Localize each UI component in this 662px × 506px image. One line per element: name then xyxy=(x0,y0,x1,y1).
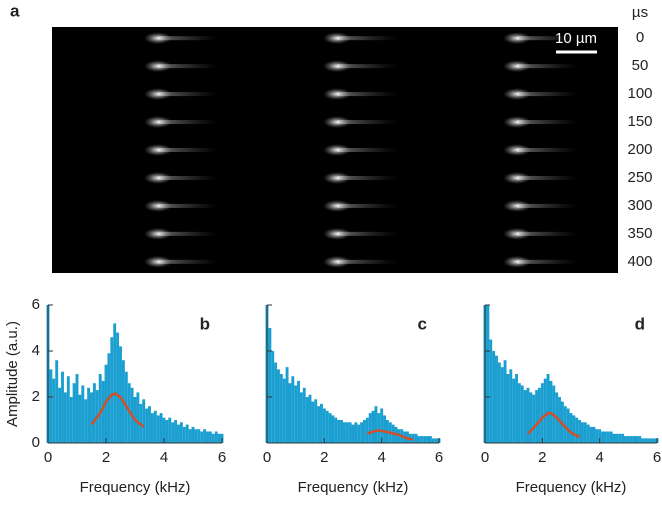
bright-spot xyxy=(503,171,531,184)
time-label: 250 xyxy=(627,169,652,186)
streak xyxy=(158,92,218,97)
bright-spot xyxy=(144,60,172,73)
bright-spot xyxy=(503,60,531,73)
streak xyxy=(337,120,397,125)
streak xyxy=(158,175,218,180)
x-tick-label: 4 xyxy=(160,449,168,466)
streak xyxy=(337,231,397,236)
bright-spot xyxy=(323,171,351,184)
bright-spot xyxy=(503,227,531,240)
streak xyxy=(517,148,577,152)
time-label: 50 xyxy=(632,57,649,74)
bright-spot xyxy=(323,199,351,212)
bright-spot xyxy=(144,88,172,101)
streak xyxy=(517,92,577,97)
streak xyxy=(517,120,577,125)
time-label: 100 xyxy=(627,85,652,102)
x-tick-label: 6 xyxy=(435,449,443,466)
x-tick-label: 2 xyxy=(102,449,110,466)
bright-spot xyxy=(323,88,351,101)
streak xyxy=(158,120,218,125)
bright-spot xyxy=(323,255,351,268)
bright-spot xyxy=(323,116,351,129)
streak xyxy=(337,92,397,97)
bright-spot xyxy=(323,32,351,45)
panel-label: d xyxy=(635,314,645,333)
streak xyxy=(337,64,397,69)
bright-spot xyxy=(144,171,172,184)
fit-curve xyxy=(90,392,145,428)
streak xyxy=(337,36,397,41)
x-axis-label: Frequency (kHz) xyxy=(516,479,627,496)
bright-spot xyxy=(323,144,351,156)
x-axis-label: Frequency (kHz) xyxy=(80,479,191,496)
bright-spot xyxy=(503,116,531,129)
streak xyxy=(158,148,218,152)
bright-spot xyxy=(144,227,172,240)
y-tick-label: 2 xyxy=(32,388,40,405)
bright-spot xyxy=(144,144,172,156)
bright-spot xyxy=(503,88,531,101)
fit-curve xyxy=(527,411,581,439)
streak xyxy=(337,259,397,264)
time-label: 350 xyxy=(627,225,652,242)
y-tick-label: 6 xyxy=(32,296,40,313)
x-tick-label: 2 xyxy=(320,449,328,466)
streak xyxy=(158,259,218,264)
time-label: 300 xyxy=(627,197,652,214)
streak xyxy=(158,231,218,236)
bright-spot xyxy=(144,116,172,129)
x-tick-label: 6 xyxy=(218,449,226,466)
streak xyxy=(517,203,577,208)
panel-label: b xyxy=(200,314,210,333)
x-tick-label: 4 xyxy=(377,449,385,466)
y-tick-label: 4 xyxy=(32,342,40,359)
x-tick-label: 0 xyxy=(44,449,52,466)
panel-label: a xyxy=(10,1,20,20)
bright-spot xyxy=(144,199,172,212)
time-label: 0 xyxy=(636,29,644,46)
bright-spot xyxy=(323,227,351,240)
time-label: 400 xyxy=(627,253,652,270)
x-axis-label: Frequency (kHz) xyxy=(298,479,409,496)
bright-spot xyxy=(503,255,531,268)
streak xyxy=(517,36,577,41)
panel-label: c xyxy=(418,314,427,333)
bright-spot xyxy=(503,199,531,212)
streak xyxy=(337,203,397,208)
streak xyxy=(517,175,577,180)
streak xyxy=(517,231,577,236)
x-tick-label: 6 xyxy=(653,449,661,466)
time-unit: µs xyxy=(632,4,648,21)
bright-spot xyxy=(323,60,351,73)
y-axis-label: Amplitude (a.u.) xyxy=(4,321,21,427)
streak xyxy=(337,175,397,180)
scale-bar-label: 10 µm xyxy=(555,30,597,47)
x-tick-label: 0 xyxy=(263,449,271,466)
bright-spot xyxy=(503,144,531,156)
streak xyxy=(337,148,397,152)
bright-spot xyxy=(144,32,172,45)
streak xyxy=(158,36,218,41)
time-label: 200 xyxy=(627,141,652,158)
bright-spot xyxy=(503,32,531,45)
time-label: 150 xyxy=(627,113,652,130)
bright-spot xyxy=(144,255,172,268)
streak xyxy=(158,64,218,69)
streak xyxy=(517,259,577,264)
x-tick-label: 0 xyxy=(481,449,489,466)
fit-curve xyxy=(366,429,414,441)
streak xyxy=(517,64,577,69)
y-tick-label: 0 xyxy=(32,434,40,451)
x-tick-label: 4 xyxy=(595,449,603,466)
x-tick-label: 2 xyxy=(538,449,546,466)
streak xyxy=(158,203,218,208)
